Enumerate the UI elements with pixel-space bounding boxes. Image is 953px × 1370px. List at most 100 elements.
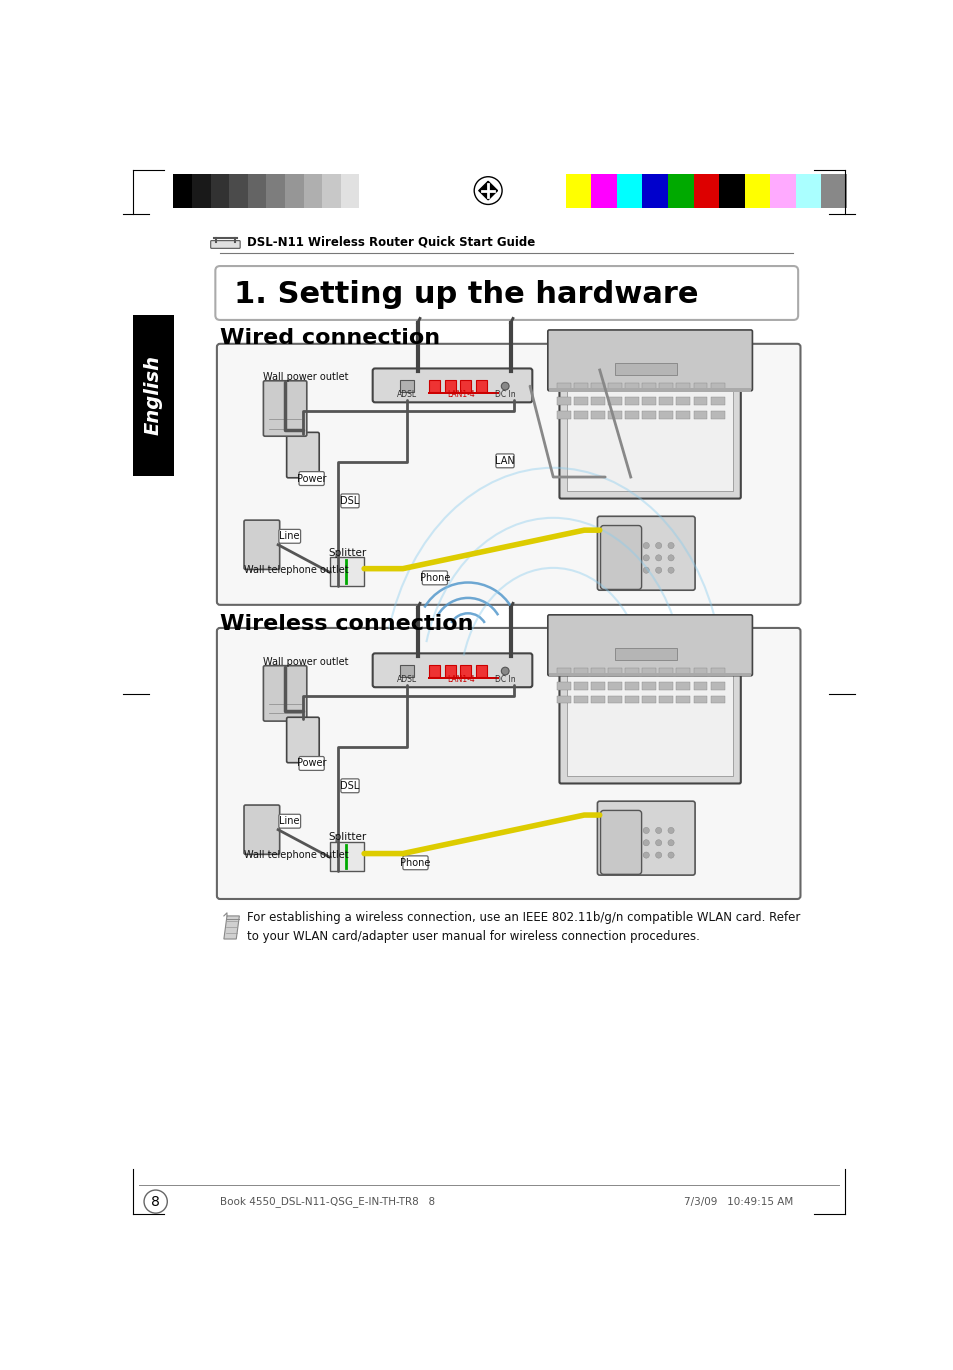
- Text: DSL: DSL: [340, 781, 359, 790]
- Circle shape: [655, 827, 661, 833]
- Bar: [285, 174, 303, 208]
- FancyBboxPatch shape: [402, 856, 428, 870]
- Bar: [693, 411, 707, 418]
- FancyBboxPatch shape: [211, 241, 240, 248]
- Bar: [591, 669, 604, 675]
- Bar: [693, 397, 707, 404]
- Bar: [641, 669, 656, 675]
- Text: ADSL: ADSL: [396, 675, 416, 684]
- Bar: [676, 696, 690, 703]
- Bar: [591, 174, 617, 208]
- Bar: [659, 696, 673, 703]
- FancyBboxPatch shape: [340, 495, 358, 508]
- Text: Book 4550_DSL-N11-QSG_E-IN-TH-TR8   8: Book 4550_DSL-N11-QSG_E-IN-TH-TR8 8: [220, 1196, 435, 1207]
- FancyBboxPatch shape: [244, 521, 279, 570]
- Bar: [549, 388, 750, 392]
- Bar: [693, 682, 707, 689]
- Bar: [429, 664, 439, 677]
- Text: DSL: DSL: [340, 496, 359, 506]
- Bar: [719, 174, 744, 208]
- Bar: [693, 696, 707, 703]
- Bar: [229, 174, 248, 208]
- Bar: [615, 648, 677, 660]
- Bar: [429, 379, 439, 392]
- Text: Line: Line: [279, 532, 299, 541]
- Bar: [659, 669, 673, 675]
- Bar: [659, 384, 673, 390]
- Bar: [821, 174, 846, 208]
- Bar: [693, 384, 707, 390]
- Bar: [427, 392, 498, 393]
- Text: Power: Power: [296, 759, 326, 769]
- FancyBboxPatch shape: [597, 801, 695, 875]
- Circle shape: [667, 827, 674, 833]
- Circle shape: [144, 1191, 167, 1214]
- Circle shape: [667, 852, 674, 858]
- Polygon shape: [224, 917, 239, 938]
- Bar: [427, 677, 498, 678]
- FancyBboxPatch shape: [216, 627, 800, 899]
- Text: Wall power outlet: Wall power outlet: [263, 656, 349, 667]
- FancyBboxPatch shape: [216, 344, 800, 604]
- Bar: [591, 682, 604, 689]
- Text: Phone: Phone: [419, 573, 450, 582]
- Text: Phone: Phone: [400, 858, 430, 867]
- Bar: [266, 174, 285, 208]
- FancyBboxPatch shape: [599, 811, 641, 874]
- Bar: [359, 174, 377, 208]
- Bar: [608, 411, 621, 418]
- Circle shape: [655, 543, 661, 548]
- Bar: [557, 696, 571, 703]
- Circle shape: [667, 543, 674, 548]
- Bar: [444, 379, 456, 392]
- Bar: [567, 669, 732, 775]
- Text: Wall telephone outlet: Wall telephone outlet: [244, 566, 348, 575]
- Bar: [192, 174, 211, 208]
- Circle shape: [655, 567, 661, 573]
- Bar: [624, 669, 639, 675]
- FancyBboxPatch shape: [286, 718, 319, 763]
- Text: 7/3/09   10:49:15 AM: 7/3/09 10:49:15 AM: [683, 1196, 793, 1207]
- Text: Wall telephone outlet: Wall telephone outlet: [244, 851, 348, 860]
- Bar: [676, 669, 690, 675]
- Bar: [173, 174, 192, 208]
- Text: LAN1-4: LAN1-4: [447, 390, 475, 399]
- Bar: [330, 558, 364, 586]
- Text: Wall power outlet: Wall power outlet: [263, 373, 349, 382]
- Text: DC In: DC In: [495, 390, 515, 399]
- Circle shape: [655, 852, 661, 858]
- Bar: [608, 696, 621, 703]
- Bar: [549, 673, 750, 677]
- Text: Wireless connection: Wireless connection: [220, 614, 473, 634]
- FancyBboxPatch shape: [422, 571, 447, 585]
- Bar: [676, 411, 690, 418]
- Text: LAN: LAN: [495, 456, 515, 466]
- Bar: [459, 379, 471, 392]
- Text: DC In: DC In: [495, 675, 515, 684]
- Bar: [574, 682, 587, 689]
- FancyBboxPatch shape: [298, 756, 324, 770]
- Bar: [399, 664, 414, 677]
- Text: DSL-N11 Wireless Router Quick Start Guide: DSL-N11 Wireless Router Quick Start Guid…: [247, 236, 535, 249]
- Bar: [710, 397, 723, 404]
- Bar: [795, 174, 821, 208]
- Bar: [710, 682, 723, 689]
- Bar: [591, 384, 604, 390]
- Bar: [641, 696, 656, 703]
- Bar: [303, 174, 322, 208]
- Bar: [641, 174, 667, 208]
- Bar: [574, 411, 587, 418]
- Bar: [693, 669, 707, 675]
- FancyBboxPatch shape: [496, 453, 514, 467]
- Bar: [641, 397, 656, 404]
- Text: For establishing a wireless connection, use an IEEE 802.11b/g/n compatible WLAN : For establishing a wireless connection, …: [247, 911, 800, 944]
- FancyBboxPatch shape: [278, 529, 300, 544]
- Bar: [667, 174, 693, 208]
- Bar: [574, 384, 587, 390]
- Bar: [476, 664, 486, 677]
- Bar: [624, 411, 639, 418]
- Bar: [608, 682, 621, 689]
- Bar: [591, 411, 604, 418]
- Circle shape: [642, 543, 649, 548]
- FancyBboxPatch shape: [373, 369, 532, 403]
